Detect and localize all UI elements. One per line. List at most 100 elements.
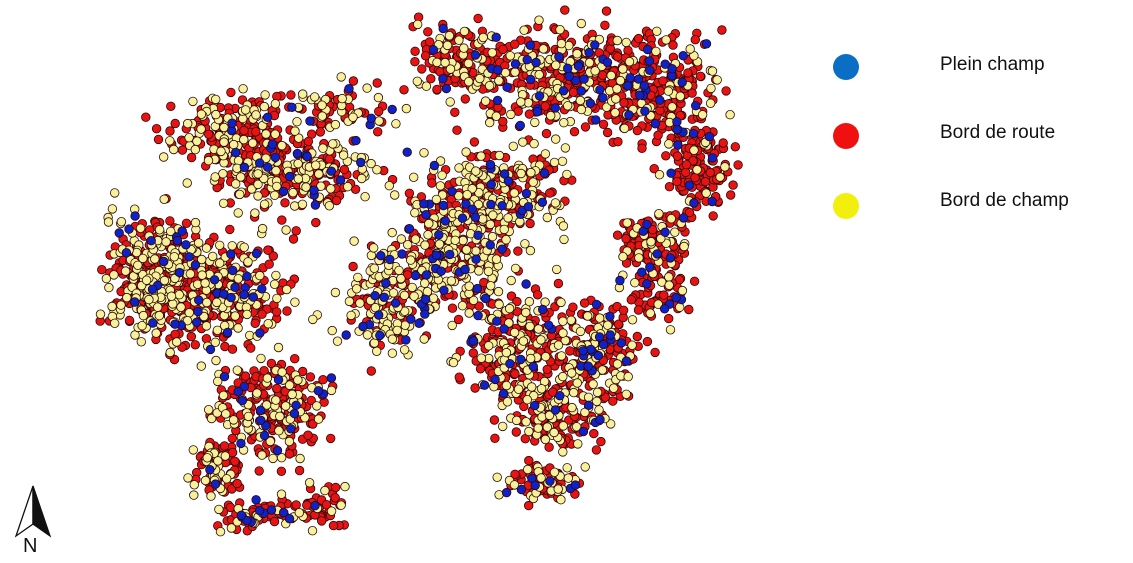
point-bord-de-champ — [590, 66, 600, 76]
point-bord-de-champ — [621, 37, 631, 48]
point-plein-champ — [595, 414, 605, 425]
point-plein-champ — [633, 74, 644, 84]
point-bord-de-champ — [712, 75, 722, 85]
point-bord-de-champ — [165, 136, 175, 146]
point-bord-de-route — [600, 20, 610, 31]
point-bord-de-champ — [193, 238, 204, 248]
point-plein-champ — [170, 319, 180, 329]
point-bord-de-route — [460, 94, 471, 104]
point-bord-de-champ — [154, 310, 165, 321]
point-bord-de-route — [226, 87, 236, 98]
point-bord-de-champ — [317, 111, 328, 121]
point-bord-de-champ — [310, 92, 320, 102]
point-bord-de-champ — [290, 201, 300, 211]
point-plein-champ — [429, 160, 440, 171]
point-plein-champ — [239, 290, 249, 300]
point-plein-champ — [550, 103, 561, 113]
point-bord-de-route — [510, 369, 520, 379]
point-plein-champ — [532, 107, 543, 117]
point-plein-champ — [158, 256, 169, 267]
point-bord-de-champ — [670, 227, 680, 237]
point-plein-champ — [655, 95, 665, 105]
point-bord-de-champ — [169, 252, 180, 262]
point-bord-de-route — [311, 217, 321, 228]
point-bord-de-champ — [200, 475, 211, 486]
point-bord-de-route — [659, 290, 669, 300]
point-bord-de-route — [474, 301, 484, 311]
point-bord-de-route — [186, 152, 197, 163]
point-plein-champ — [678, 213, 689, 223]
point-plein-champ — [472, 283, 483, 294]
point-bord-de-route — [726, 190, 736, 200]
legend-label-bord-de-route: Bord de route — [940, 122, 1056, 143]
point-bord-de-champ — [392, 325, 402, 336]
point-bord-de-champ — [273, 342, 284, 353]
point-plein-champ — [285, 171, 295, 182]
point-bord-de-champ — [572, 49, 582, 59]
point-bord-de-champ — [583, 311, 593, 321]
point-plein-champ — [583, 361, 593, 371]
point-bord-de-champ — [536, 335, 546, 345]
point-plein-champ — [242, 271, 252, 282]
point-bord-de-champ — [505, 51, 516, 61]
point-bord-de-champ — [420, 240, 430, 250]
point-bord-de-champ — [567, 402, 577, 413]
point-bord-de-champ — [610, 107, 620, 118]
point-bord-de-route — [232, 478, 242, 489]
point-bord-de-champ — [270, 129, 280, 139]
point-bord-de-champ — [234, 189, 245, 200]
point-bord-de-champ — [454, 35, 464, 45]
point-bord-de-route — [170, 118, 180, 129]
point-bord-de-champ — [281, 225, 291, 235]
point-plein-champ — [419, 199, 429, 209]
point-bord-de-champ — [530, 117, 540, 128]
point-bord-de-route — [399, 85, 409, 95]
point-plein-champ — [570, 480, 581, 490]
point-bord-de-champ — [412, 76, 423, 87]
point-bord-de-champ — [295, 453, 305, 464]
point-bord-de-champ — [424, 218, 434, 229]
point-bord-de-champ — [221, 474, 232, 484]
point-bord-de-route — [650, 347, 660, 358]
point-bord-de-route — [404, 188, 415, 199]
point-bord-de-champ — [592, 387, 603, 398]
point-bord-de-champ — [623, 372, 633, 382]
point-plein-champ — [226, 249, 236, 259]
point-bord-de-champ — [485, 117, 495, 128]
point-bord-de-champ — [654, 169, 665, 180]
point-plein-champ — [402, 147, 412, 157]
point-bord-de-champ — [583, 392, 594, 403]
point-bord-de-champ — [493, 286, 504, 297]
point-bord-de-champ — [552, 264, 562, 275]
point-bord-de-route — [568, 87, 579, 97]
point-bord-de-route — [410, 46, 420, 57]
point-bord-de-route — [468, 348, 479, 358]
point-plein-champ — [366, 113, 377, 124]
point-plein-champ — [530, 480, 540, 491]
point-plein-champ — [545, 476, 555, 486]
point-bord-de-champ — [293, 375, 303, 385]
point-bord-de-champ — [447, 320, 457, 331]
point-bord-de-champ — [551, 60, 561, 70]
point-bord-de-route — [473, 13, 483, 24]
point-bord-de-champ — [476, 353, 487, 363]
point-bord-de-champ — [725, 109, 735, 120]
point-plein-champ — [616, 338, 627, 348]
point-bord-de-champ — [459, 26, 470, 37]
point-plein-champ — [505, 359, 515, 369]
point-bord-de-champ — [161, 237, 171, 247]
point-plein-champ — [121, 248, 132, 258]
point-bord-de-champ — [559, 117, 569, 128]
point-plein-champ — [578, 346, 588, 356]
point-plein-champ — [528, 361, 539, 372]
point-bord-de-route — [450, 107, 460, 118]
point-bord-de-route — [331, 482, 341, 493]
point-plein-champ — [341, 330, 351, 340]
point-bord-de-champ — [243, 411, 254, 422]
point-plein-champ — [707, 153, 718, 163]
point-plein-champ — [534, 91, 545, 101]
point-bord-de-champ — [487, 48, 498, 58]
point-bord-de-champ — [388, 288, 399, 298]
point-plein-champ — [236, 438, 246, 449]
point-plein-champ — [305, 116, 315, 126]
